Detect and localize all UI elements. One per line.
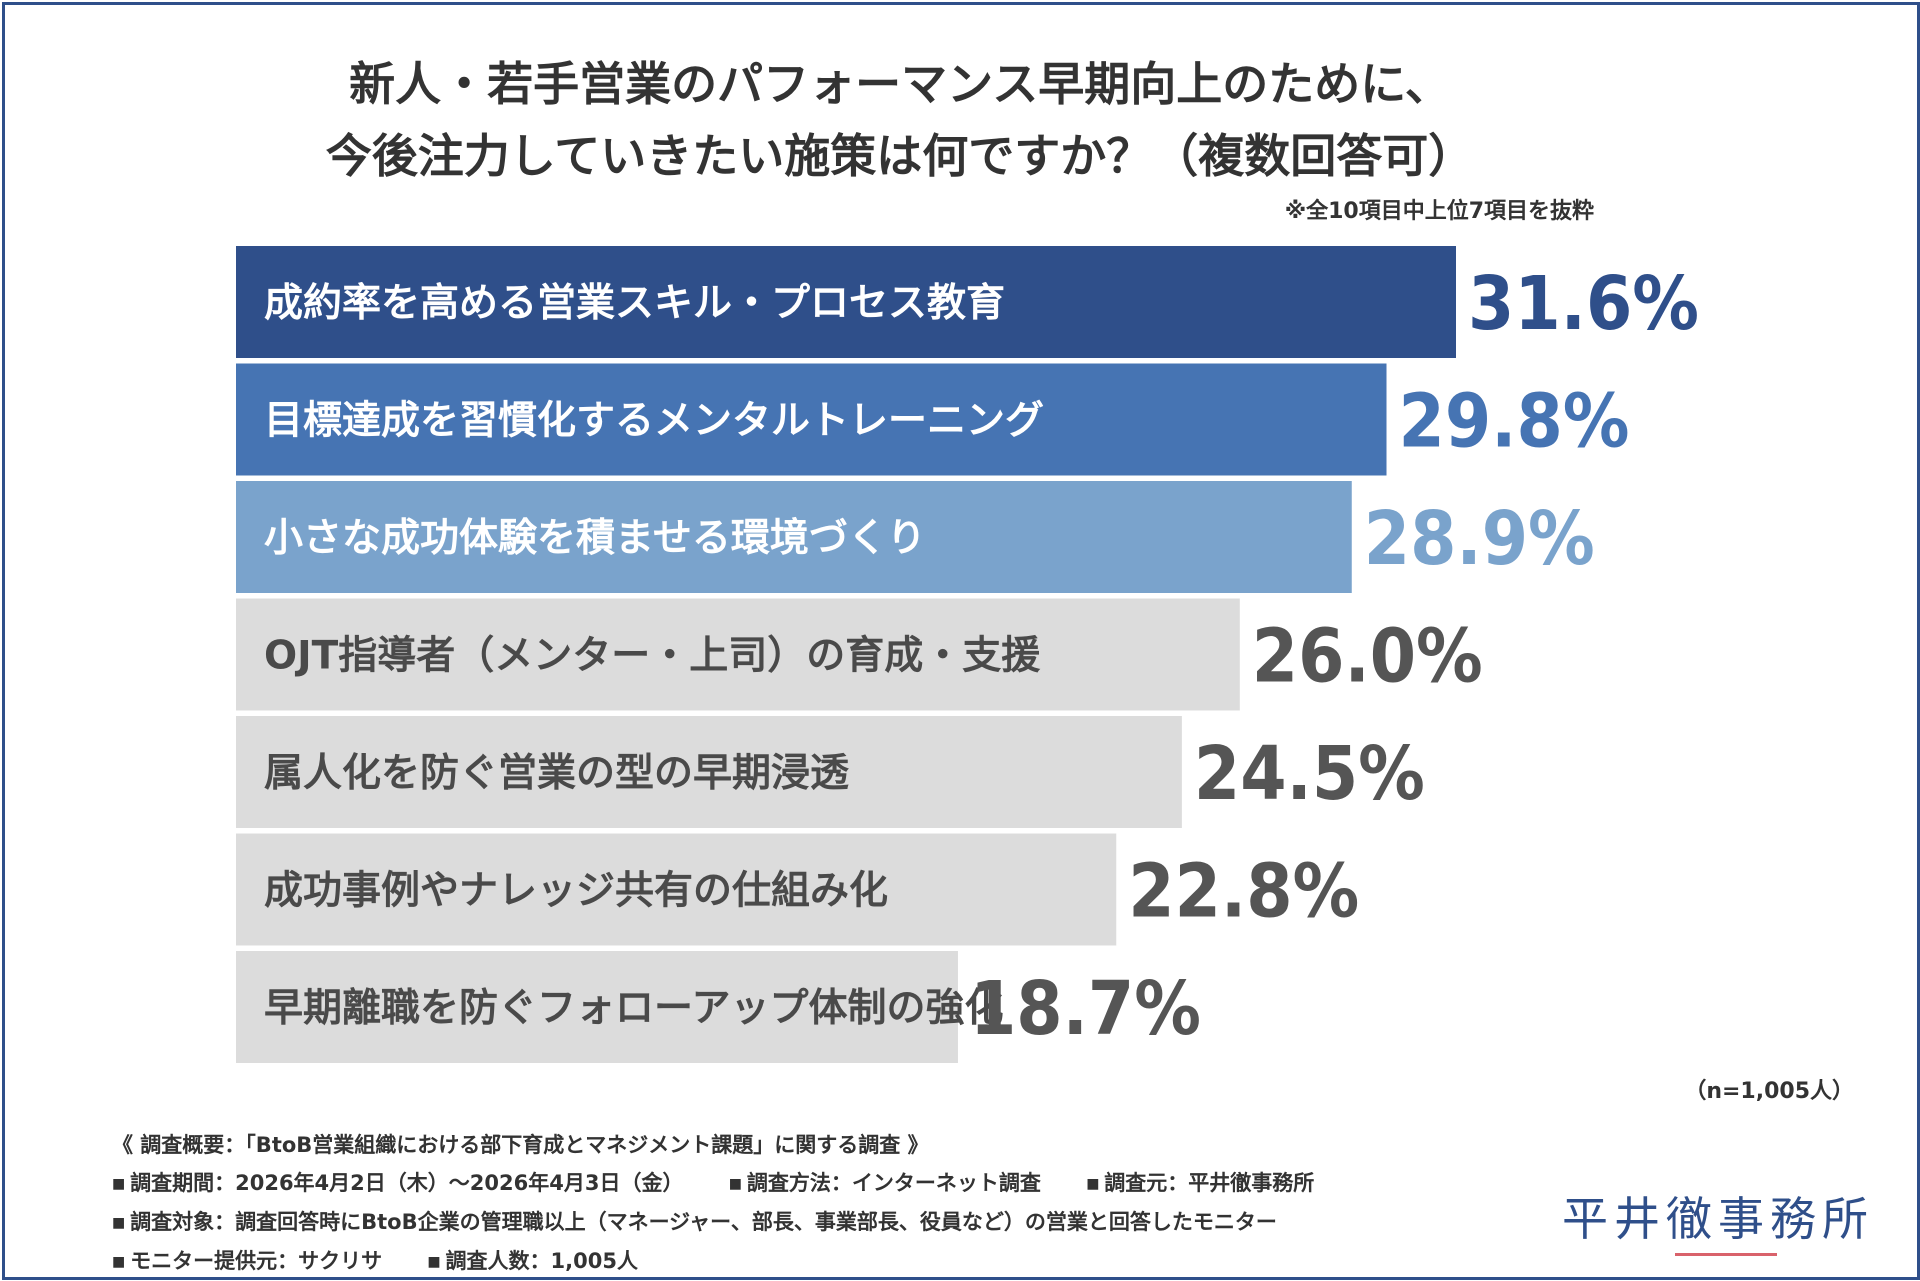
value-label-7: 18.7% — [970, 966, 1201, 1052]
chart-title: 新人・若手営業のパフォーマンス早期向上のために、 今後注力していきたい施策は何で… — [0, 48, 1920, 192]
bar-7 — [236, 951, 958, 1063]
sample-size: （n=1,005人） — [1684, 1079, 1854, 1104]
bar-6 — [236, 833, 1117, 946]
survey-period: 調査期間：2026年4月2日（木）〜2026年4月3日（金） — [112, 1164, 683, 1203]
bar-5 — [236, 716, 1182, 828]
survey-heading: 《 調査概要：「BtoB営業組織における部下育成とマネジメント課題」に関する調査… — [112, 1133, 929, 1157]
brand-logo-text: 平井徹事務所 — [1562, 1192, 1874, 1246]
survey-count: 調査人数：1,005人 — [427, 1242, 638, 1281]
value-label-6: 22.8% — [1128, 849, 1359, 935]
survey-summary: 《 調査概要：「BtoB営業組織における部下育成とマネジメント課題」に関する調査… — [112, 1126, 1352, 1281]
bar-label-3: 小さな成功体験を積ませる環境づくり — [264, 516, 926, 561]
survey-source: 調査元：平井徹事務所 — [1086, 1164, 1314, 1203]
bar-label-7: 早期離職を防ぐフォローアップ体制の強化 — [264, 986, 1003, 1031]
bar-label-6: 成功事例やナレッジ共有の仕組み化 — [264, 869, 888, 914]
bar-1 — [236, 246, 1456, 358]
value-label-5: 24.5% — [1194, 731, 1425, 817]
value-label-2: 29.8% — [1399, 379, 1630, 465]
bar-label-4: OJT指導者（メンター・上司）の育成・支援 — [264, 634, 1041, 679]
brand-underline — [1675, 1253, 1777, 1256]
bar-2 — [236, 363, 1387, 476]
value-label-1: 31.6% — [1468, 261, 1699, 347]
extraction-note: ※全10項目中上位7項目を抜粋 — [1284, 199, 1594, 224]
value-label-3: 28.9% — [1364, 496, 1595, 582]
survey-method: 調査方法：インターネット調査 — [729, 1164, 1041, 1203]
bar-label-5: 属人化を防ぐ営業の型の早期浸透 — [264, 751, 849, 796]
value-label-4: 26.0% — [1252, 614, 1483, 700]
bar-label-2: 目標達成を習慣化するメンタルトレーニング — [264, 399, 1044, 444]
bar-3 — [236, 481, 1352, 593]
title-line-2: 今後注力していきたい施策は何ですか？（複数回答可） — [325, 129, 1475, 183]
bar-4 — [236, 598, 1240, 711]
survey-target: 調査対象：調査回答時にBtoB企業の管理職以上（マネージャー、部長、事業部長、役… — [112, 1203, 1277, 1242]
title-line-1: 新人・若手営業のパフォーマンス早期向上のために、 — [349, 57, 1451, 111]
bar-label-1: 成約率を高める営業スキル・プロセス教育 — [264, 281, 1005, 326]
survey-provider: モニター提供元：サクリサ — [112, 1242, 382, 1281]
bar-chart: 成約率を高める営業スキル・プロセス教育 31.6% 目標達成を習慣化するメンタルトレ… — [236, 246, 1699, 1063]
